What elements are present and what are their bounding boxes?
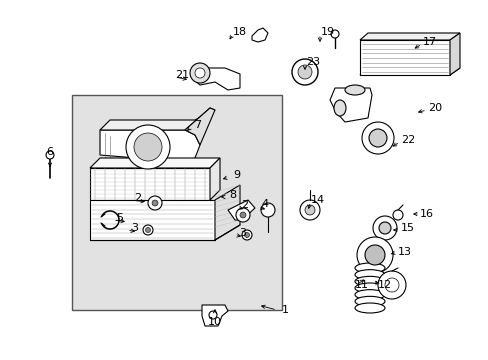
Text: 10: 10 <box>207 317 222 327</box>
Circle shape <box>378 222 390 234</box>
Polygon shape <box>227 200 254 220</box>
Polygon shape <box>184 108 215 145</box>
Text: 3: 3 <box>239 228 246 238</box>
Ellipse shape <box>354 296 384 306</box>
Polygon shape <box>90 200 215 240</box>
Ellipse shape <box>345 85 364 95</box>
Polygon shape <box>192 68 240 90</box>
Polygon shape <box>100 130 200 162</box>
Text: 9: 9 <box>233 170 240 180</box>
Text: 16: 16 <box>419 209 433 219</box>
Circle shape <box>195 68 204 78</box>
Ellipse shape <box>354 283 384 293</box>
Circle shape <box>236 208 249 222</box>
Text: 4: 4 <box>261 199 268 209</box>
Text: 14: 14 <box>310 195 325 205</box>
Text: 12: 12 <box>377 280 391 290</box>
Text: 13: 13 <box>397 247 411 257</box>
Polygon shape <box>359 33 459 40</box>
Polygon shape <box>100 108 215 130</box>
Circle shape <box>299 200 319 220</box>
Circle shape <box>46 151 54 159</box>
Text: 19: 19 <box>320 27 334 37</box>
Ellipse shape <box>354 303 384 313</box>
Text: 20: 20 <box>427 103 441 113</box>
Polygon shape <box>90 158 220 168</box>
Circle shape <box>134 133 162 161</box>
Polygon shape <box>251 28 267 42</box>
Polygon shape <box>449 33 459 75</box>
Polygon shape <box>209 158 220 200</box>
Circle shape <box>126 125 170 169</box>
Circle shape <box>330 30 338 38</box>
Circle shape <box>364 245 384 265</box>
Ellipse shape <box>354 290 384 300</box>
Polygon shape <box>202 305 227 326</box>
Circle shape <box>291 59 317 85</box>
Text: 23: 23 <box>305 57 320 67</box>
Circle shape <box>361 122 393 154</box>
Circle shape <box>145 228 150 233</box>
Circle shape <box>240 212 245 218</box>
Polygon shape <box>359 40 449 75</box>
Circle shape <box>356 237 392 273</box>
Ellipse shape <box>333 100 346 116</box>
Text: 11: 11 <box>354 280 368 290</box>
Polygon shape <box>215 185 240 240</box>
Ellipse shape <box>354 276 384 286</box>
Text: 15: 15 <box>400 223 414 233</box>
Ellipse shape <box>354 270 384 280</box>
Text: 5: 5 <box>116 213 123 223</box>
Text: 17: 17 <box>422 37 436 47</box>
Circle shape <box>305 205 314 215</box>
Ellipse shape <box>354 263 384 273</box>
Text: 8: 8 <box>229 190 236 200</box>
Circle shape <box>297 65 311 79</box>
Text: 21: 21 <box>175 70 189 80</box>
Text: 6: 6 <box>46 147 53 157</box>
Text: 22: 22 <box>400 135 414 145</box>
Polygon shape <box>329 88 371 122</box>
Polygon shape <box>359 68 459 75</box>
Circle shape <box>372 216 396 240</box>
Circle shape <box>152 200 158 206</box>
Text: 2: 2 <box>134 193 141 203</box>
Circle shape <box>148 196 162 210</box>
Polygon shape <box>90 168 209 200</box>
Circle shape <box>190 63 209 83</box>
Text: 2: 2 <box>241 200 248 210</box>
Circle shape <box>142 225 153 235</box>
Circle shape <box>384 278 398 292</box>
Circle shape <box>242 230 251 240</box>
Circle shape <box>208 311 217 319</box>
Circle shape <box>244 233 249 238</box>
Circle shape <box>368 129 386 147</box>
Circle shape <box>392 210 402 220</box>
Text: 18: 18 <box>232 27 246 37</box>
Text: 3: 3 <box>131 223 138 233</box>
Circle shape <box>261 203 274 217</box>
Circle shape <box>377 271 405 299</box>
Bar <box>72 95 282 310</box>
Text: 1: 1 <box>281 305 288 315</box>
Text: 7: 7 <box>194 120 201 130</box>
